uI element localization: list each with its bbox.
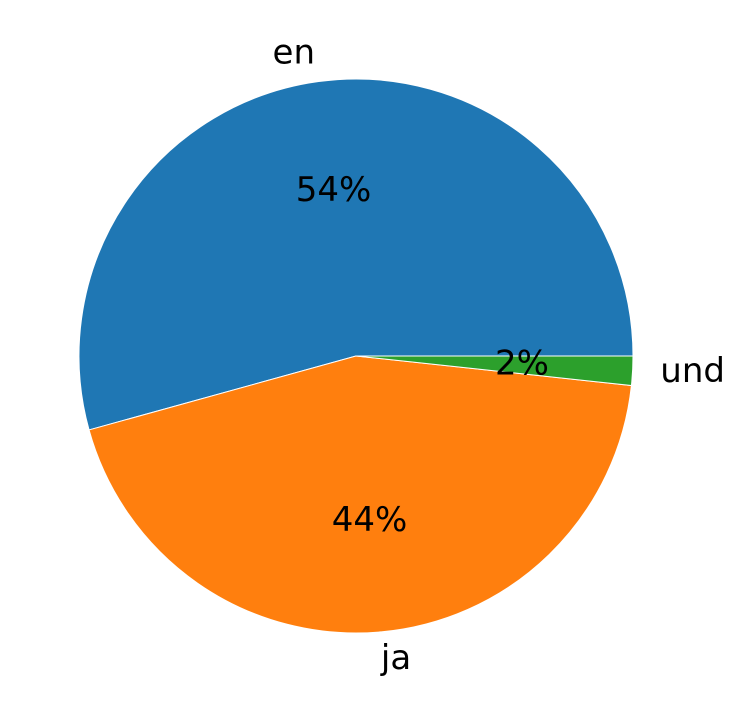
- slice-label-en: en: [273, 33, 315, 73]
- pie-slice-en: [78, 78, 634, 431]
- slice-percent-ja: 44%: [332, 500, 408, 540]
- slice-percent-und: 2%: [495, 343, 549, 383]
- slice-label-ja: ja: [380, 638, 411, 678]
- slice-percent-en: 54%: [296, 170, 372, 210]
- pie-slices: [78, 78, 634, 634]
- pie-slice-und: [355, 355, 634, 387]
- pie-labels: en 54% ja 44% und 2%: [273, 33, 725, 679]
- pie-slice-ja: [88, 355, 632, 634]
- slice-label-und: und: [660, 351, 725, 391]
